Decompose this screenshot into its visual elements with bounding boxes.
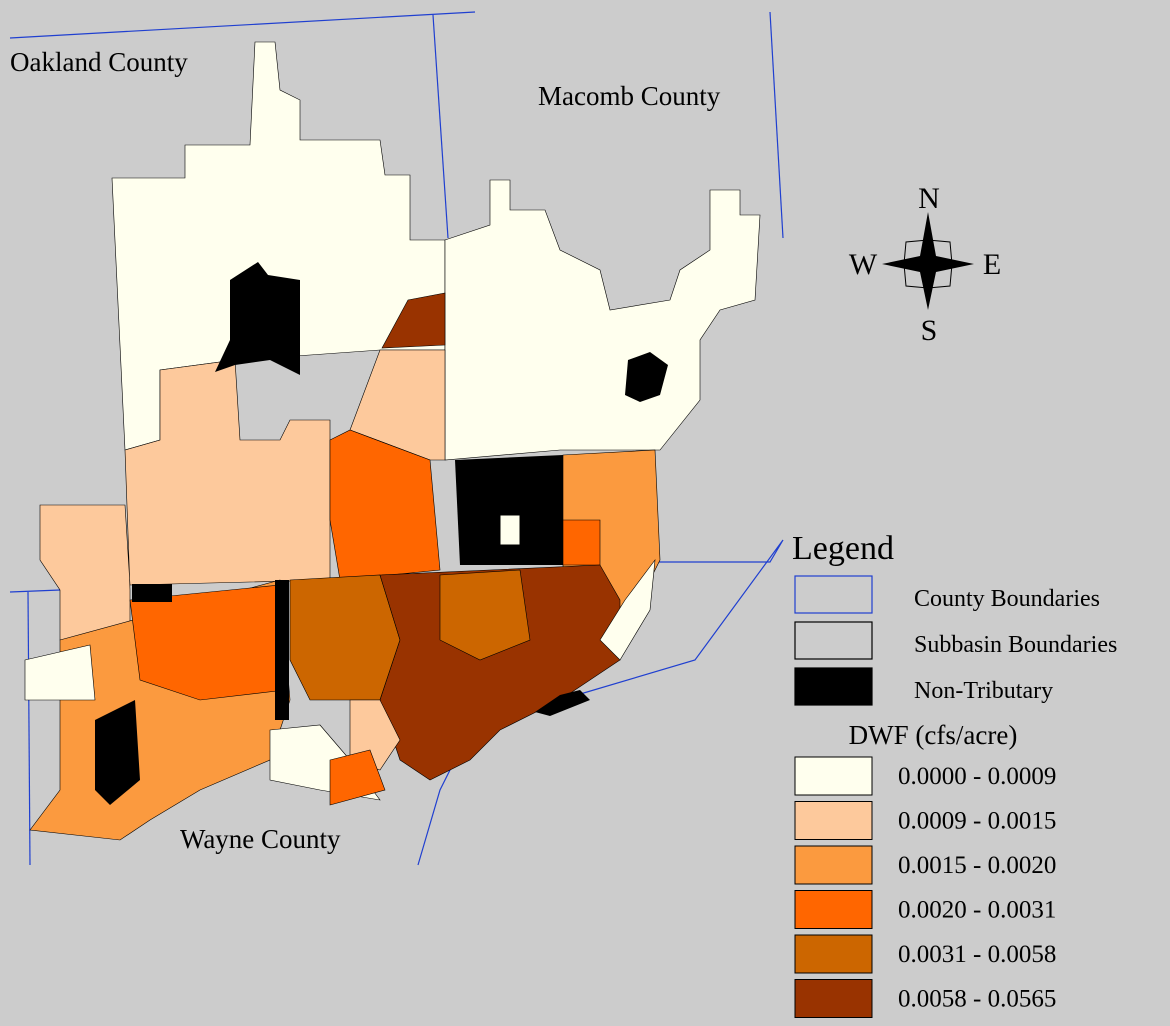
legend-swatch xyxy=(794,667,873,706)
legend-title: Legend xyxy=(792,530,894,567)
subbasin xyxy=(289,574,401,701)
county-label: Oakland County xyxy=(10,47,188,77)
compass-w: W xyxy=(849,248,878,281)
county-line xyxy=(769,11,784,239)
class-swatch xyxy=(794,979,873,1018)
non-tributary-area xyxy=(535,690,590,716)
class-label: 0.0009 - 0.0015 xyxy=(898,808,1056,835)
class-label: 0.0031 - 0.0058 xyxy=(898,941,1056,968)
legend-swatch xyxy=(794,621,873,660)
county-line xyxy=(417,539,784,866)
county-label: Macomb County xyxy=(538,81,721,111)
subbasin xyxy=(444,179,761,461)
subbasin xyxy=(381,292,446,349)
subbasin xyxy=(599,558,656,661)
non-tributary-area xyxy=(455,455,563,565)
class-label: 0.0058 - 0.0565 xyxy=(898,986,1056,1013)
county-line xyxy=(432,14,449,239)
compass-star xyxy=(882,212,974,310)
legend-swatch xyxy=(794,575,873,614)
subbasin xyxy=(329,429,441,581)
subbasin xyxy=(439,569,531,661)
non-tributary-area xyxy=(132,584,172,602)
class-label: 0.0000 - 0.0009 xyxy=(898,763,1056,790)
compass-n: N xyxy=(918,182,940,215)
compass-e: E xyxy=(983,248,1001,281)
county-line xyxy=(27,591,31,866)
subbasin xyxy=(562,519,601,566)
compass-s: S xyxy=(921,314,938,347)
class-swatch xyxy=(794,934,873,974)
non-tributary-area xyxy=(625,352,668,402)
subbasins xyxy=(24,41,761,841)
subbasin xyxy=(24,644,96,701)
legend-label: Subbasin Boundaries xyxy=(914,632,1117,658)
compass: N S E W xyxy=(849,182,1001,347)
legend: County Boundaries Subbasin Boundaries Non-… xyxy=(794,575,1117,1018)
subbasin xyxy=(129,584,286,701)
enclave xyxy=(499,514,521,546)
county-label: Wayne County xyxy=(180,824,341,854)
legend-label: County Boundaries xyxy=(914,586,1100,612)
class-swatch xyxy=(794,801,873,840)
class-swatch xyxy=(794,756,873,796)
class-label: 0.0020 - 0.0031 xyxy=(898,897,1056,924)
compass-star xyxy=(903,239,953,289)
legend-label: Non-Tributary xyxy=(914,678,1053,704)
non-tributary-area xyxy=(215,262,300,375)
class-label: 0.0015 - 0.0020 xyxy=(898,852,1056,879)
dwf-title: DWF (cfs/acre) xyxy=(849,720,1018,750)
non-tributary-area xyxy=(95,700,140,805)
county-line xyxy=(9,11,476,39)
subbasin xyxy=(329,749,386,806)
non-tributary xyxy=(95,262,668,805)
class-swatch xyxy=(794,890,873,929)
non-tributary-area xyxy=(275,580,289,720)
class-swatch xyxy=(794,845,873,885)
county-line xyxy=(9,589,61,593)
